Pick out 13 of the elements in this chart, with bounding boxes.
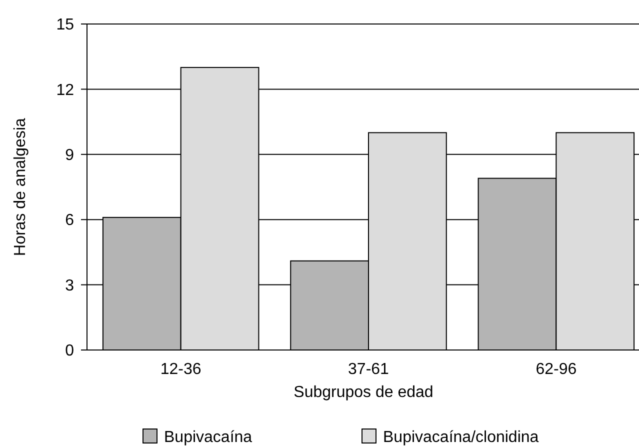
- y-tick-label: 9: [65, 147, 74, 164]
- y-tick-label: 15: [56, 16, 74, 34]
- y-axis-title: Horas de analgesia: [12, 118, 29, 256]
- legend-label: Bupivacaína/clonidina: [383, 429, 539, 446]
- y-tick-label: 3: [65, 277, 74, 294]
- x-tick-label: 62-96: [536, 361, 577, 378]
- y-tick-label: 0: [65, 342, 74, 360]
- x-axis-title: Subgrupos de edad: [294, 384, 434, 401]
- y-tick-label: 12: [56, 82, 74, 99]
- x-tick-label: 37-61: [348, 361, 390, 378]
- legend-label: Bupivacaína: [164, 429, 252, 446]
- y-tick-label: 6: [65, 212, 74, 230]
- x-tick-label: 12-36: [160, 361, 202, 378]
